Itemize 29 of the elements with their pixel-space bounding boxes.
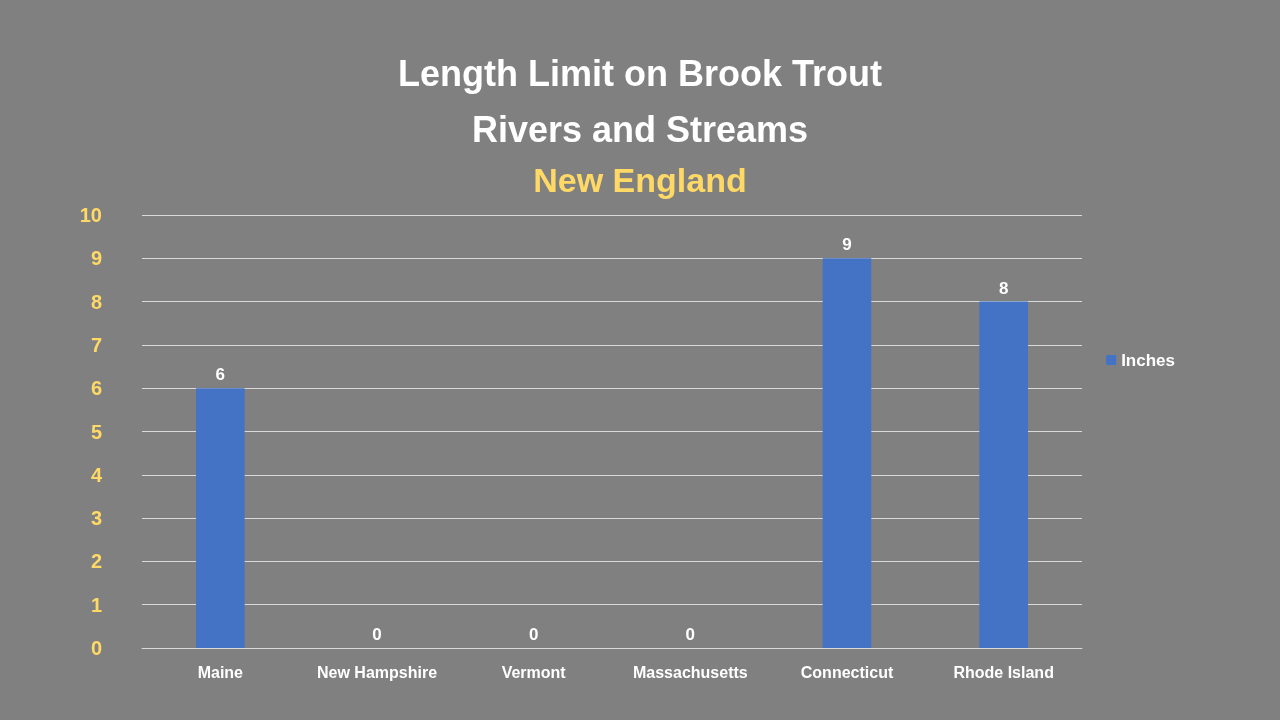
- data-label: 9: [842, 235, 852, 255]
- data-label: 6: [215, 365, 226, 385]
- y-tick-label: 5: [90, 420, 102, 443]
- y-tick-label: 1: [90, 593, 102, 616]
- y-tick-label: 7: [90, 333, 102, 356]
- bar: [196, 388, 245, 648]
- y-tick-label: 2: [90, 550, 102, 573]
- legend-label: Inches: [1121, 350, 1175, 370]
- y-tick-label: 0: [90, 637, 102, 659]
- data-label: 0: [528, 625, 539, 644]
- y-tick-label: 6: [90, 377, 102, 400]
- y-tick-label: 9: [90, 247, 102, 270]
- bar: [979, 301, 1028, 648]
- x-tick-label: Vermont: [501, 663, 567, 681]
- y-tick-label: 4: [90, 463, 103, 486]
- bar: [822, 258, 872, 648]
- y-tick-label: 8: [90, 290, 102, 313]
- chart-title: Length Limit on Brook Trout Rivers and Streams: [398, 52, 882, 150]
- x-tick-label: Connecticut: [800, 663, 894, 681]
- data-label: 0: [372, 625, 382, 644]
- x-tick-label: Rhode Island: [953, 663, 1054, 681]
- y-tick-label: 10: [79, 204, 102, 226]
- data-label: 0: [685, 625, 696, 644]
- y-tick-label: 3: [90, 507, 102, 530]
- x-tick-label: New Hampshire: [316, 663, 438, 681]
- data-label: 8: [998, 278, 1009, 298]
- x-tick-label: Massachusetts: [632, 663, 748, 681]
- x-tick-label: Maine: [197, 663, 244, 681]
- chart-subtitle: New England: [533, 161, 747, 199]
